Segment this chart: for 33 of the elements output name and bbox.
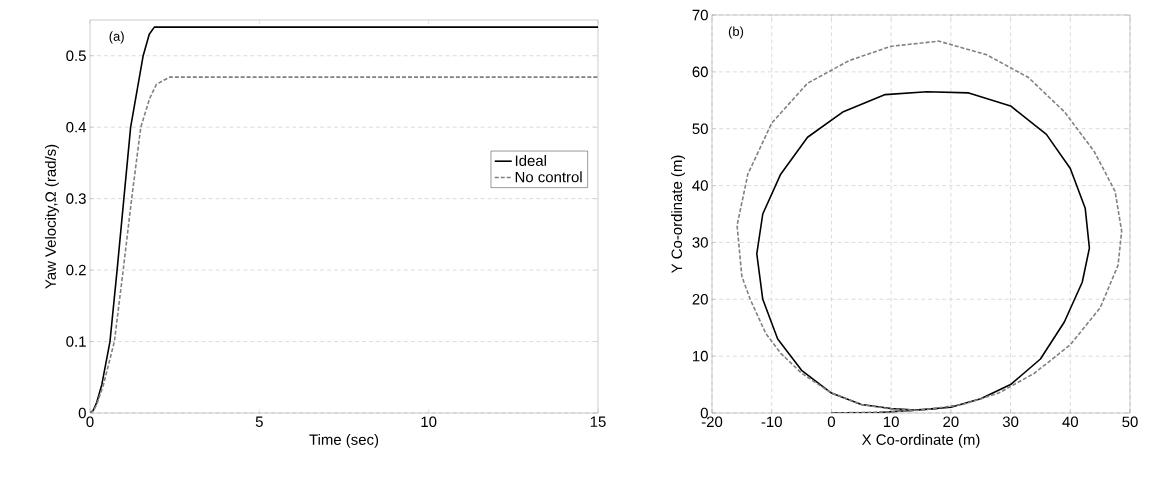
y-axis-title: Yaw Velocity,Ω (rad/s): [44, 144, 59, 289]
x-axis-title: X Co-ordinate (m): [861, 433, 980, 448]
y-tick-label: 30: [692, 237, 708, 248]
legend-label: Ideal: [515, 155, 546, 166]
y-tick-label: 0.1: [66, 336, 86, 347]
x-tick-label: -10: [761, 416, 782, 428]
x-tick-label: 40: [1062, 416, 1079, 428]
x-tick-label: 10: [883, 416, 899, 428]
y-tick-label: 40: [692, 180, 708, 191]
x-tick-label: 0: [86, 416, 94, 428]
annotation: (b): [728, 26, 744, 39]
line-series: [755, 90, 1091, 413]
y-tick-label: 10: [693, 350, 708, 362]
y-tick-label: 50: [692, 123, 708, 134]
x-tick-label: 50: [1122, 416, 1138, 428]
y-tick-label: 0.2: [66, 264, 86, 276]
x-tick-label: 20: [943, 416, 959, 428]
y-axis-title: Y Co-ordinate (m): [671, 155, 686, 274]
y-tick-label: 70: [692, 9, 708, 21]
x-tick-label: 5: [255, 416, 263, 427]
legend-label: No control: [515, 171, 582, 183]
y-tick-label: 0.3: [66, 193, 86, 204]
x-tick-label: 0: [827, 416, 835, 428]
y-tick-label: 0.4: [66, 121, 87, 133]
x-tick-label: 10: [421, 416, 437, 428]
y-tick-label: 20: [692, 293, 708, 305]
y-tick-label: 60: [692, 66, 708, 78]
annotation: (a): [109, 31, 124, 44]
y-tick-label: 0.5: [66, 50, 86, 62]
x-axis-title: Time (sec): [309, 433, 379, 448]
y-tick-label: 0: [78, 407, 86, 419]
x-tick-label: 15: [590, 416, 606, 427]
x-tick-label: 30: [1002, 416, 1019, 428]
